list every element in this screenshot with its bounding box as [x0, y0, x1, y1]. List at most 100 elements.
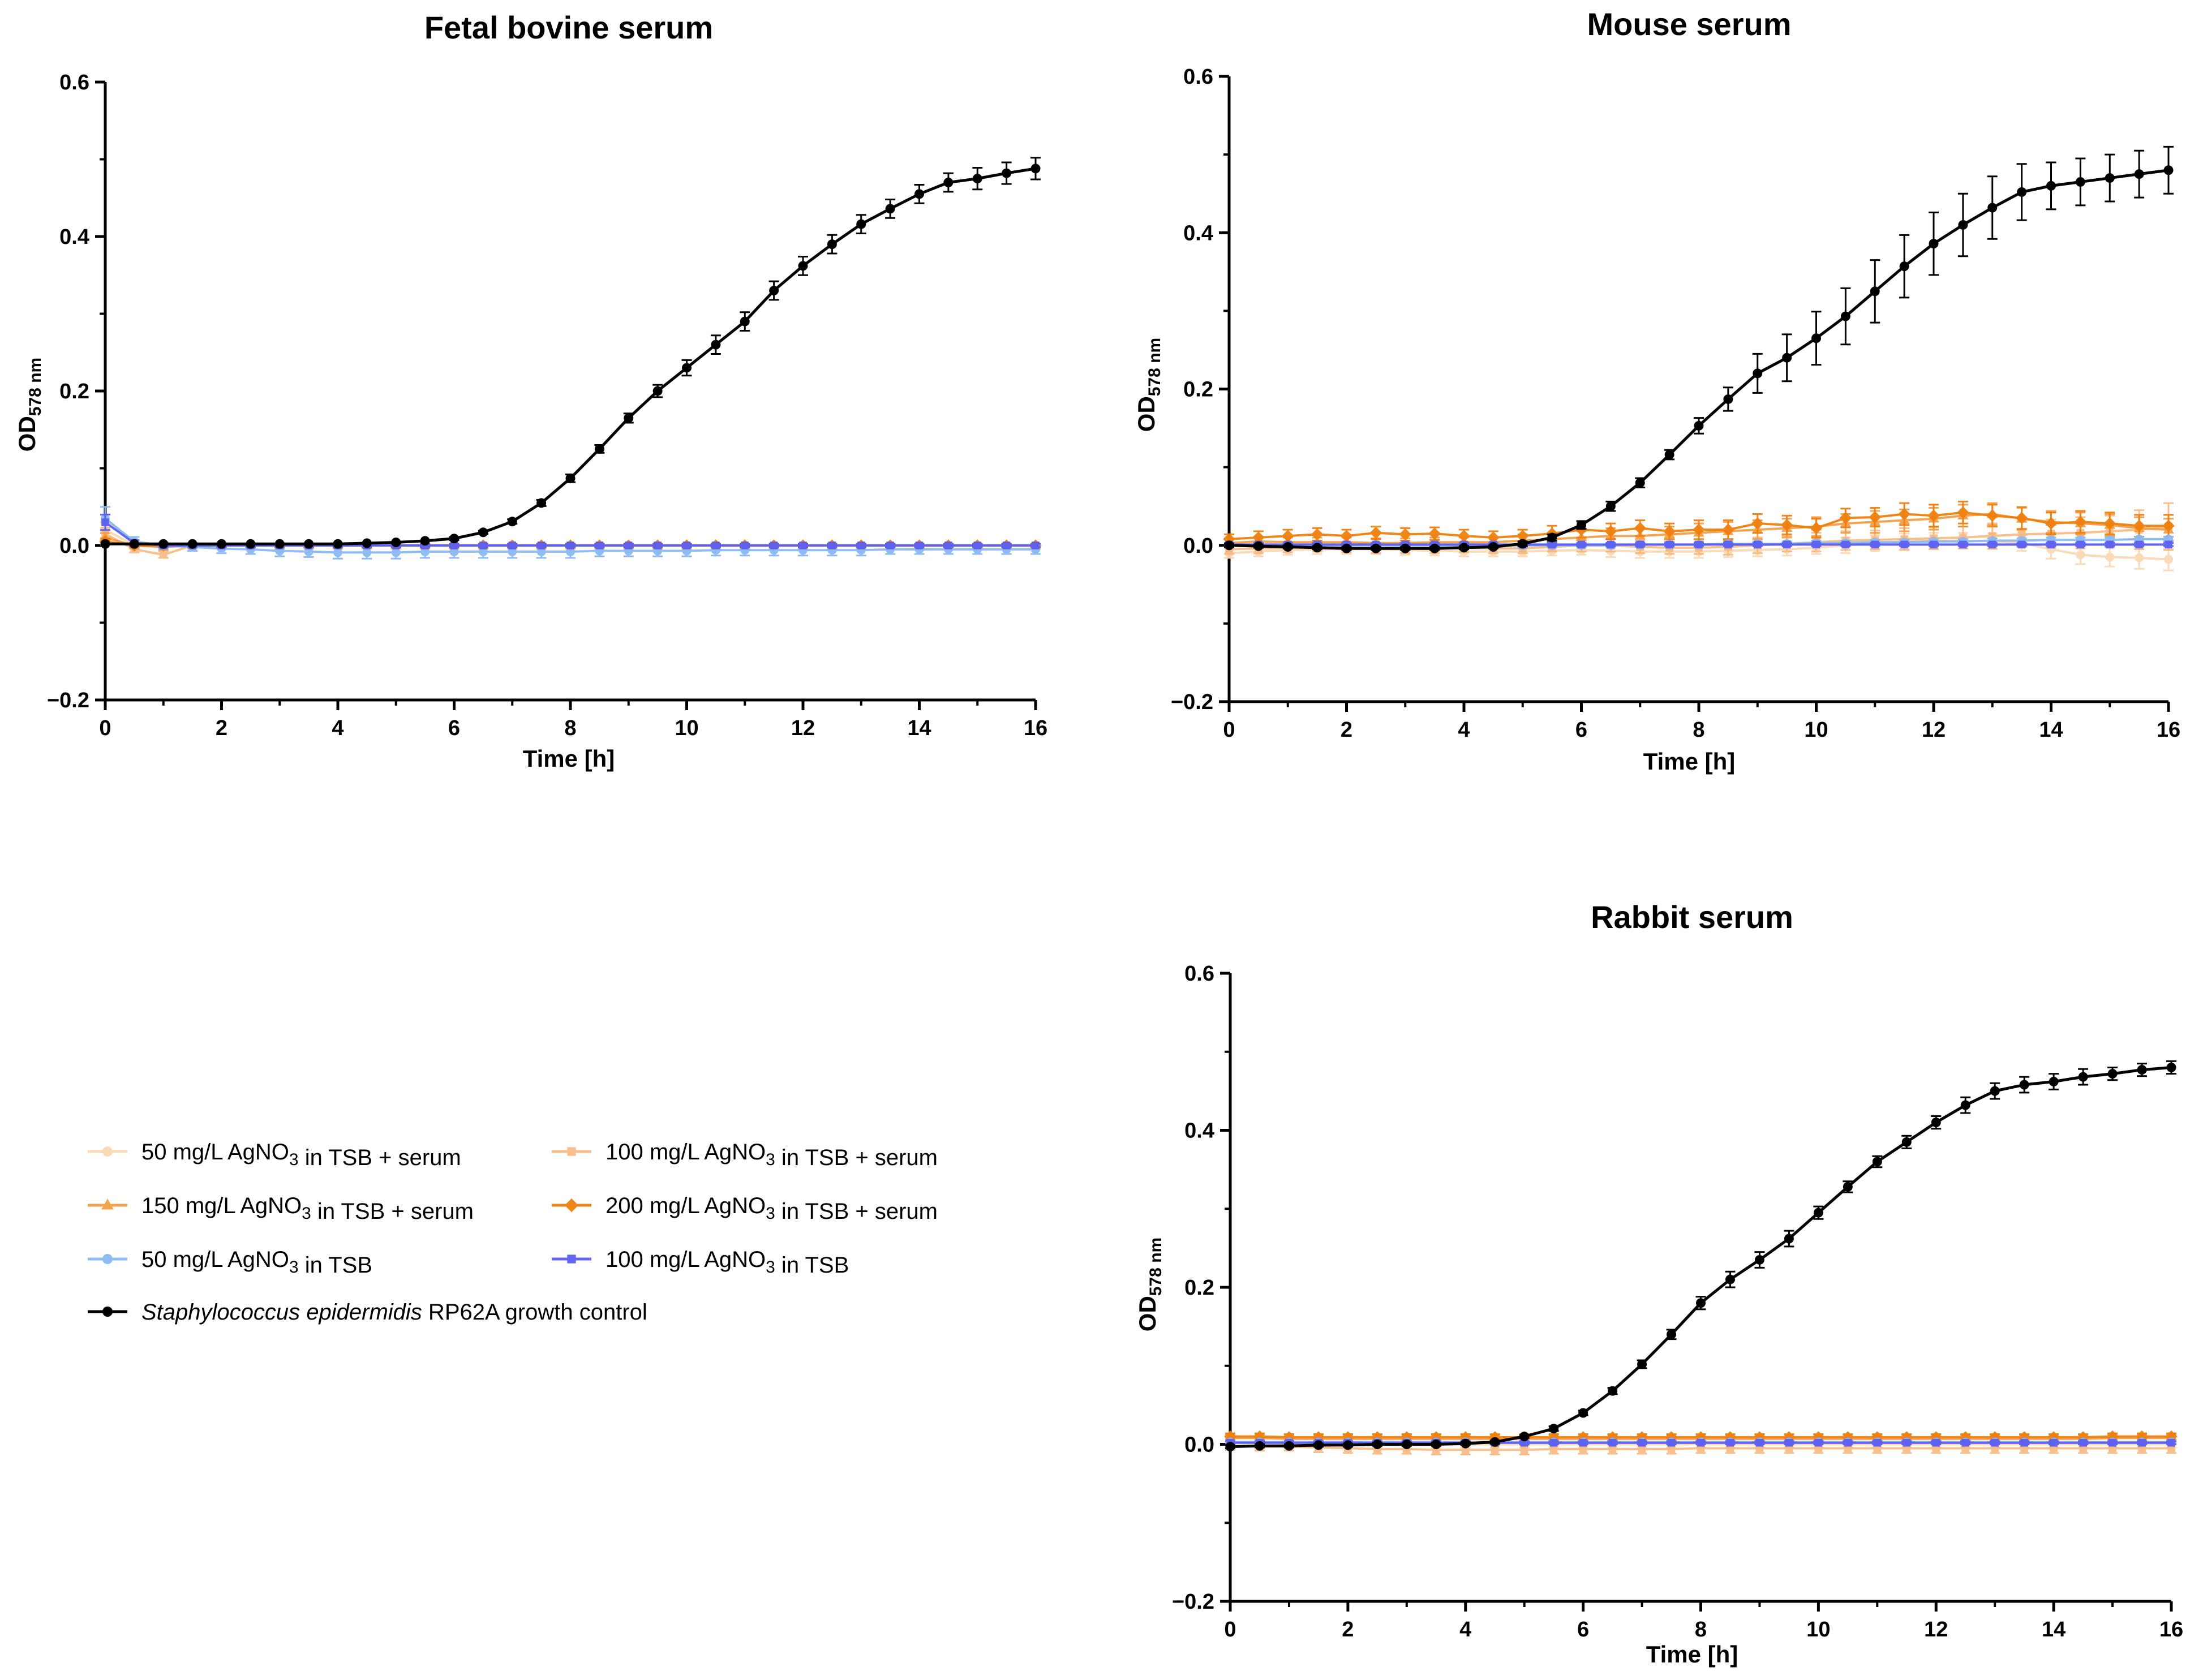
data-point [799, 542, 807, 549]
data-point [1638, 1445, 1646, 1453]
data-point [129, 539, 139, 549]
x-tick-label: 12 [791, 716, 815, 740]
data-point [1898, 508, 1910, 521]
data-point [1487, 531, 1500, 544]
data-point [1032, 542, 1040, 549]
data-point [1899, 261, 1909, 272]
data-point [187, 539, 197, 549]
legend-label-part: in TSB [299, 1253, 372, 1278]
legend-marker [102, 1146, 113, 1157]
data-point [595, 542, 604, 549]
data-point [973, 542, 982, 549]
data-point [2133, 519, 2145, 532]
data-point [1780, 519, 1793, 531]
legend-label-part: RP62A growth control [422, 1300, 647, 1325]
legend-marker [567, 1147, 576, 1156]
data-point [1281, 530, 1294, 542]
data-point [1812, 540, 1820, 549]
y-tick-label: 0.4 [59, 225, 89, 249]
data-point [769, 286, 779, 296]
y-tick-label: 0.6 [1184, 962, 1214, 986]
data-point [100, 539, 110, 549]
data-point [1519, 1432, 1530, 1442]
data-point [1957, 506, 1969, 519]
data-point [1843, 1181, 1853, 1192]
data-point [1579, 1445, 1587, 1453]
x-tick-label: 16 [1024, 716, 1047, 740]
data-point [1491, 1446, 1499, 1454]
data-point [2017, 187, 2027, 197]
data-point [1549, 1445, 1558, 1453]
data-point [566, 542, 574, 549]
legend-marker [101, 1198, 114, 1210]
data-point [914, 189, 924, 199]
data-point [624, 413, 634, 423]
data-point [274, 539, 285, 549]
legend-label-part: 3 [289, 1258, 299, 1277]
data-point [1605, 501, 1616, 512]
data-point [1255, 1441, 1265, 1451]
data-point [2166, 1063, 2176, 1072]
legend-label: 200 mg/L AgNO3 in TSB + serum [606, 1193, 938, 1224]
legend-label-part: in TSB + serum [311, 1199, 474, 1224]
data-point [507, 517, 517, 527]
data-point [1722, 523, 1734, 536]
data-point [2103, 517, 2116, 530]
data-point [1253, 541, 1264, 551]
data-point [654, 542, 662, 549]
legend-label-part: 3 [766, 1258, 775, 1277]
x-tick-label: 16 [2159, 1618, 2183, 1642]
y-tick-label: −0.2 [1171, 690, 1213, 714]
data-point [1696, 1298, 1706, 1308]
data-point [1961, 1438, 1970, 1447]
data-point [2047, 540, 2055, 549]
data-point [1400, 543, 1410, 553]
data-point [1753, 368, 1763, 379]
x-tick-label: 2 [1342, 1618, 1354, 1642]
data-point [101, 518, 109, 526]
legend-label-part: in TSB [775, 1253, 849, 1278]
data-point [1458, 530, 1470, 542]
legend-label-part: 150 mg/L AgNO [141, 1193, 302, 1218]
data-point [1813, 1208, 1823, 1218]
x-tick-label: 12 [1922, 718, 1946, 742]
legend-entry-t50 [88, 1254, 127, 1264]
legend-label-part: in TSB + serum [775, 1199, 938, 1224]
legend-entry-s150 [88, 1198, 127, 1210]
data-point [1811, 333, 1821, 343]
data-point [1697, 1438, 1705, 1447]
legend-label-part: 3 [289, 1150, 299, 1169]
data-point [1607, 540, 1615, 549]
data-point [1960, 1100, 1970, 1110]
data-point [2164, 555, 2173, 564]
legend-entry-s100 [552, 1147, 591, 1156]
data-point [2045, 517, 2058, 530]
data-point [1638, 1438, 1646, 1447]
data-point [1810, 522, 1823, 535]
data-point [624, 542, 633, 549]
x-tick-label: 10 [1806, 1618, 1830, 1642]
data-point [2020, 1438, 2028, 1447]
data-point [2105, 173, 2115, 183]
data-point [2165, 540, 2172, 549]
data-point [1667, 1438, 1676, 1447]
data-point [508, 547, 517, 556]
data-point [2167, 1438, 2175, 1447]
x-tick-label: 8 [1693, 718, 1704, 742]
legend-label: Staphylococcus epidermidis RP62A growth … [141, 1300, 647, 1325]
legend-label-part: 50 mg/L AgNO [141, 1140, 289, 1165]
data-point [1724, 540, 1732, 549]
chart-title: Mouse serum [1587, 6, 1792, 42]
data-point [1637, 1359, 1647, 1369]
y-axis-label-sub: 578 nm [1146, 1238, 1165, 1296]
data-point [2162, 519, 2175, 532]
data-point [1694, 420, 1704, 431]
x-tick-label: 12 [1924, 1618, 1948, 1642]
y-tick-label: 0.2 [59, 380, 89, 403]
panel-rabbit-serum: Rabbit serum Time [h] OD578 nm −0.2 0.0 0.… [1134, 899, 2183, 1668]
data-point [1930, 540, 1938, 549]
data-point [479, 542, 487, 549]
series-ctrl [1225, 1060, 2176, 1452]
x-tick-label: 2 [1341, 718, 1352, 742]
data-point [740, 316, 750, 326]
